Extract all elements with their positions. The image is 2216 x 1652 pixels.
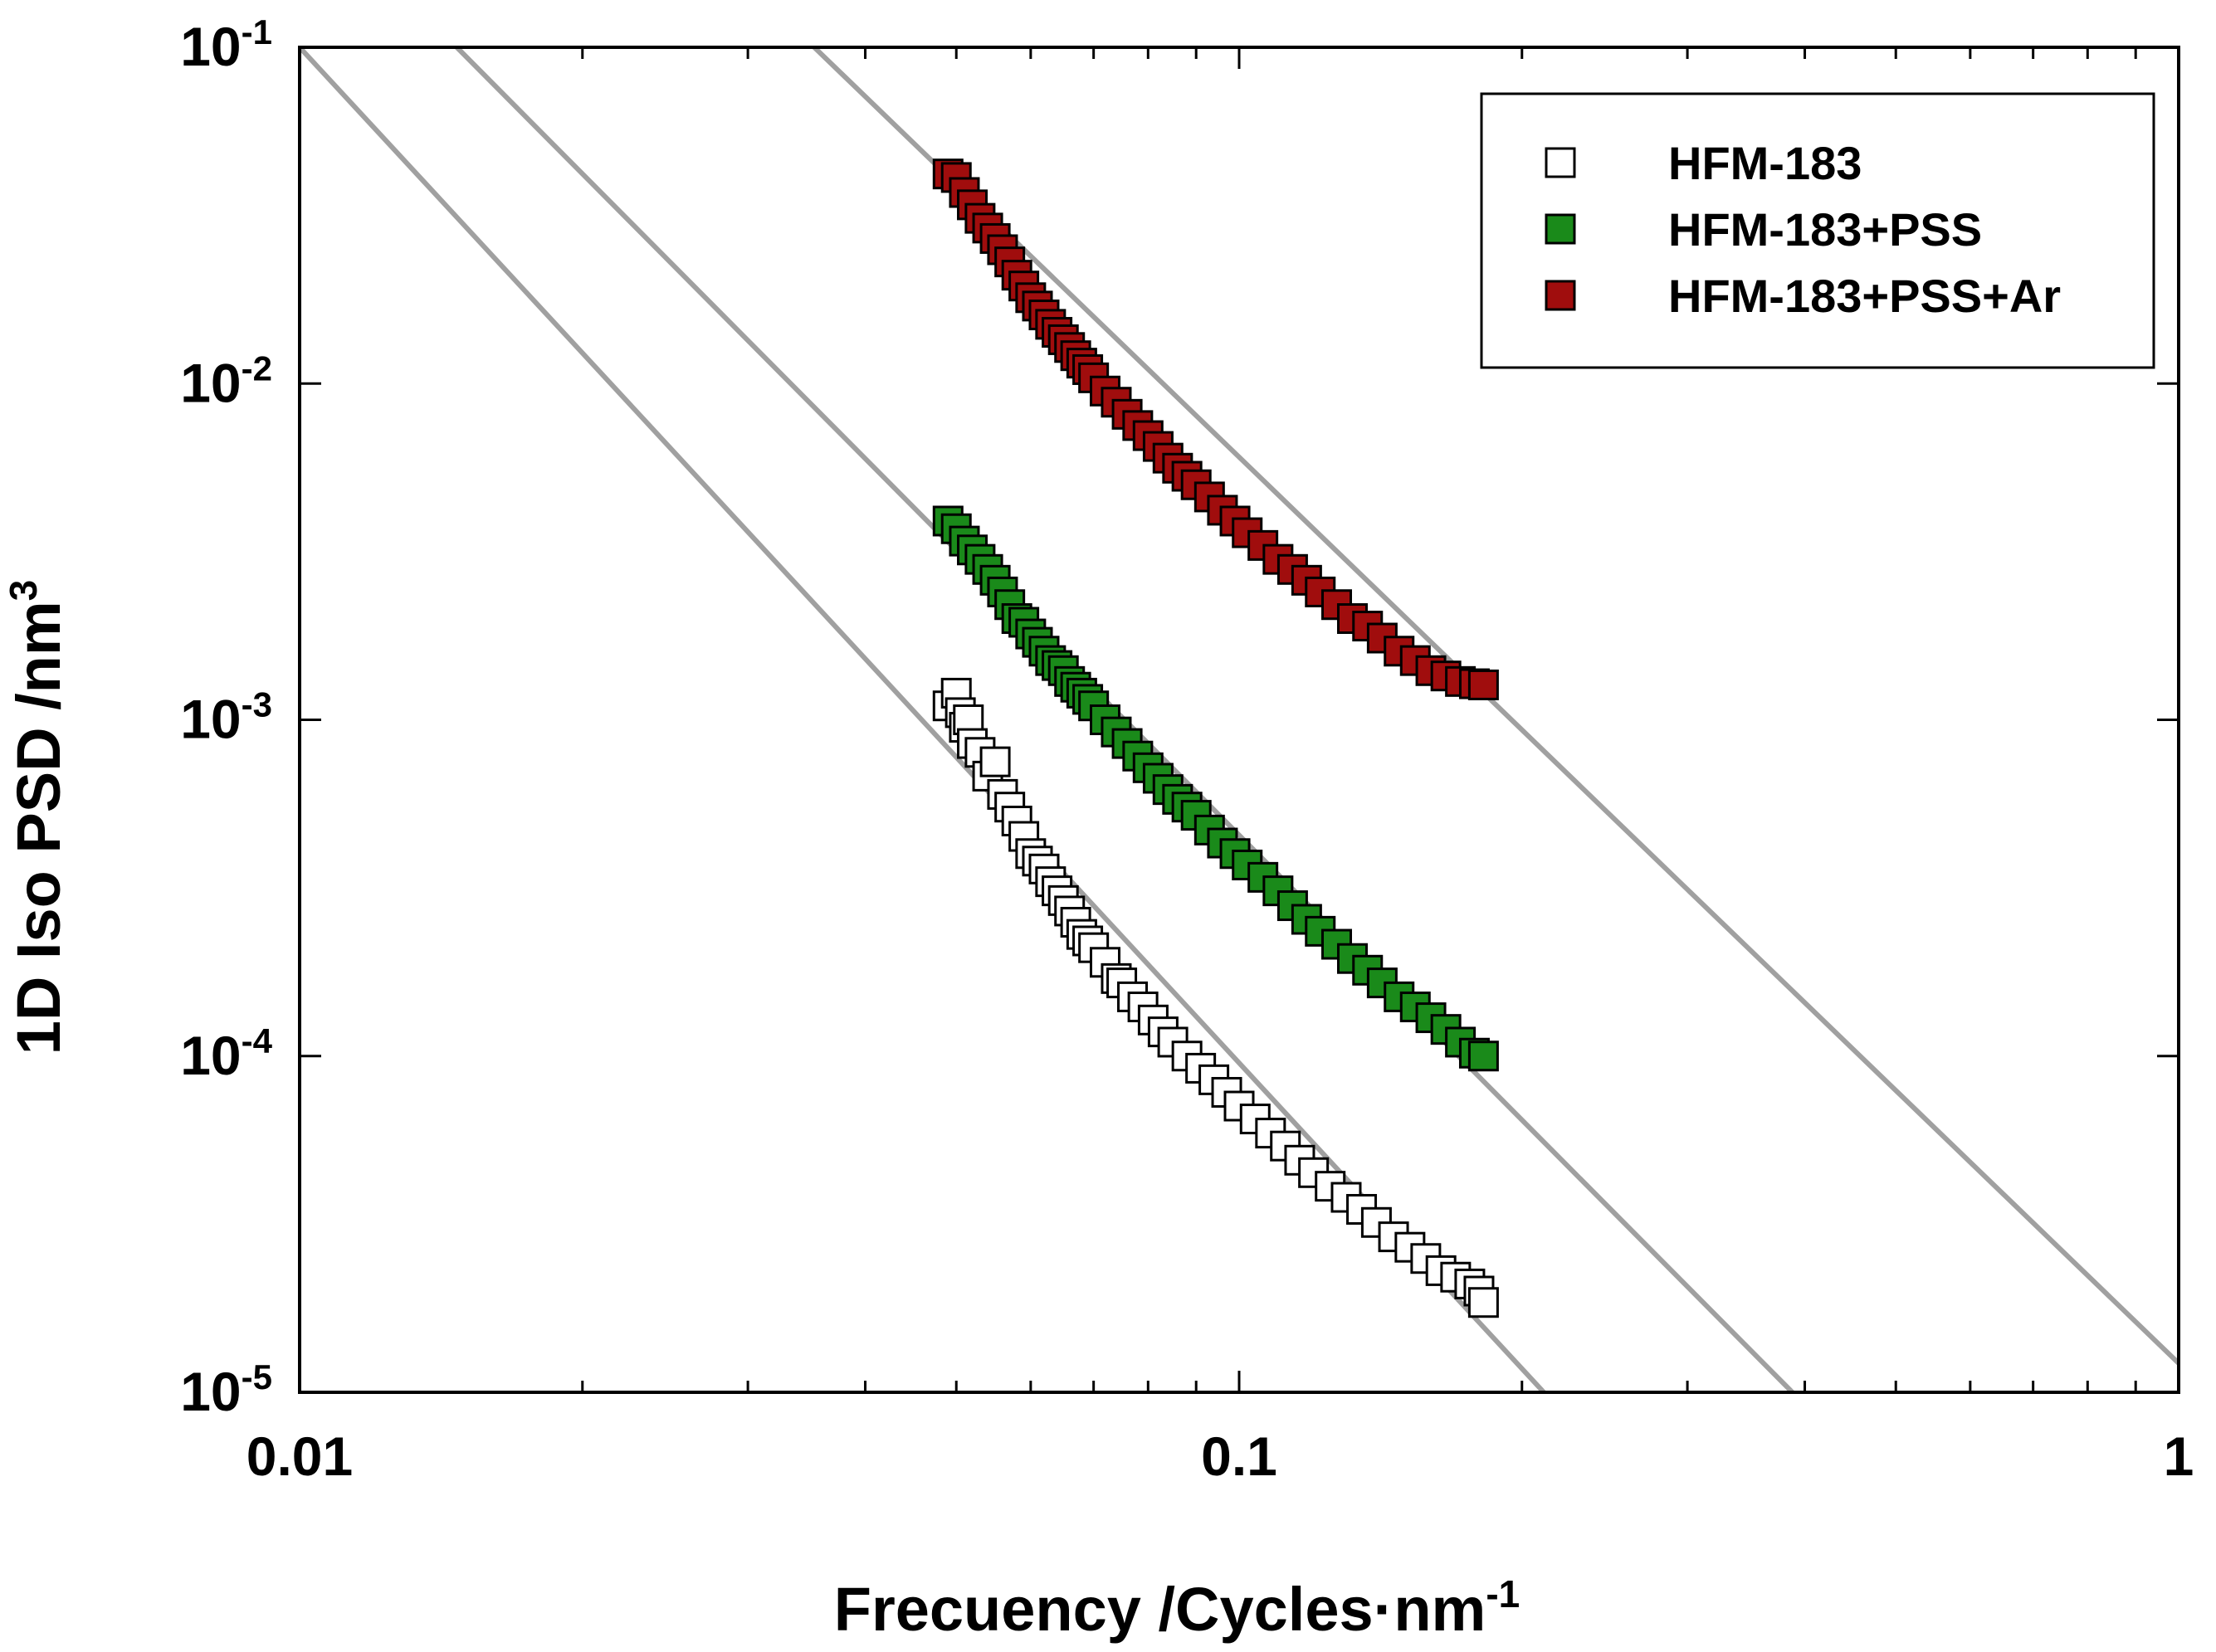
y-tick-label: 10-5 [180,1357,272,1422]
y-tick-label: 10-3 [180,685,272,750]
x-tick-label: 0.01 [246,1425,353,1487]
series-2 [932,505,1499,1072]
tick-labels: 0.01 0.1 1 10-1 10-2 10-3 10-4 10-5 [180,12,2194,1487]
legend-label: HFM-183 [1668,137,1862,189]
legend-box [1480,92,2155,369]
y-axis-title: 1D Iso PSD /nm3 [2,580,73,1055]
x-tick-label: 0.1 [1201,1425,1277,1487]
series-3 [932,158,1499,700]
legend-marker [1545,280,1576,311]
data-markers [932,158,1499,1318]
legend-label: HFM-183+PSS [1668,203,1982,256]
y-tick-label: 10-2 [180,348,272,413]
legend-label: HFM-183+PSS+Ar [1668,270,2061,322]
reference-line-3 [812,45,2181,1366]
series-1 [932,677,1499,1318]
data-point [1467,1040,1499,1072]
reference-line-1 [297,45,1546,1395]
axis-ticks [298,46,2180,1394]
data-point [979,746,1011,777]
y-tick-label: 10-4 [180,1021,272,1086]
legend-marker [1545,213,1576,245]
legend-marker [1545,147,1576,178]
data-point [1467,1287,1499,1318]
x-tick-label: 1 [2164,1425,2194,1487]
data-point [1467,669,1499,700]
y-tick-label: 10-1 [180,12,272,77]
legend: HFM-183 HFM-183+PSS HFM-183+PSS+Ar [1480,92,2155,369]
x-axis-title: Frecuency /Cycles·nm-1 [834,1572,1520,1644]
